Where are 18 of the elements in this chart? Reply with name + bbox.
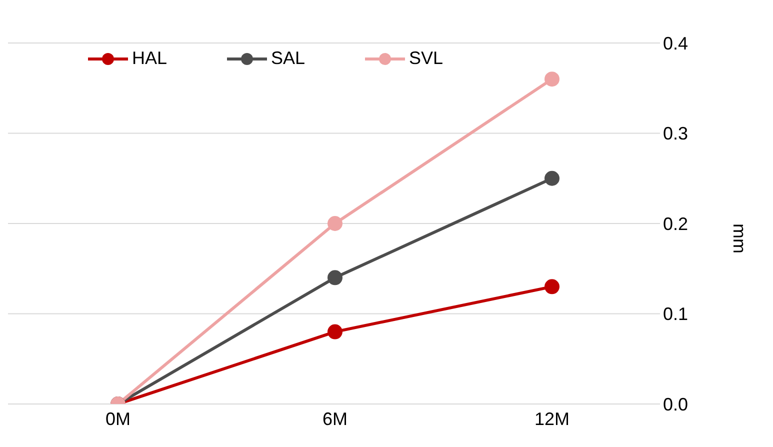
- point: [544, 279, 560, 294]
- y-tick-label: 0.1: [663, 304, 688, 324]
- y-axis-title: mm: [730, 224, 750, 254]
- point: [544, 170, 560, 186]
- point: [544, 72, 560, 87]
- legend-label: HAL: [132, 48, 168, 69]
- point: [328, 270, 342, 286]
- point: [328, 216, 342, 231]
- point: [328, 324, 342, 340]
- legend-label: SAL: [271, 48, 306, 69]
- x-tick-label: 0M: [105, 408, 131, 429]
- x-tick-label: 6M: [322, 408, 348, 429]
- y-tick-label: 0.3: [663, 124, 688, 144]
- legend-label: SVL: [409, 48, 444, 69]
- x-tick-label: 12M: [534, 408, 570, 429]
- y-tick-label: 0.2: [663, 214, 688, 234]
- y-tick-label: 0.0: [663, 394, 688, 414]
- y-tick-label: 0.4: [663, 33, 688, 54]
